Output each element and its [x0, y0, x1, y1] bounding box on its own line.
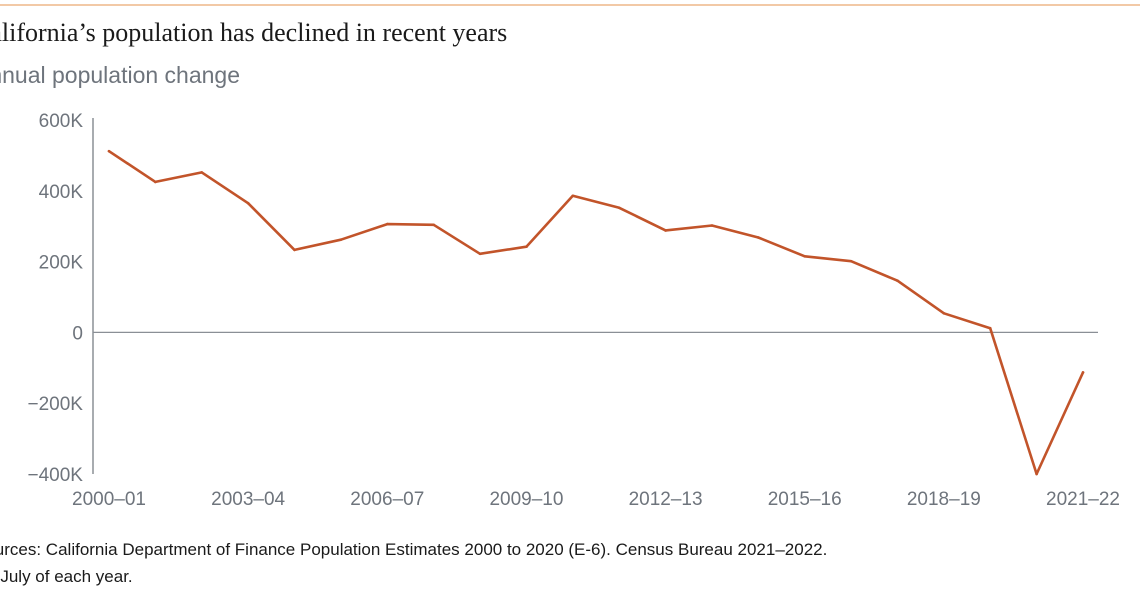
data-point — [664, 229, 667, 232]
x-tick-label: 2018–19 — [907, 489, 981, 510]
footnote: Note: July of each year. — [0, 567, 133, 586]
data-point — [478, 252, 482, 256]
data-point — [107, 149, 111, 153]
sources-note: Sources: California Department of Financ… — [0, 540, 828, 559]
top-accent-rule — [0, 4, 1140, 6]
data-point — [246, 201, 250, 205]
x-tick-label: 2009–10 — [489, 489, 563, 510]
data-point — [1081, 371, 1085, 374]
x-tick-label: 2021–22 — [1046, 489, 1120, 510]
data-point — [200, 171, 204, 174]
data-point — [339, 238, 343, 241]
data-point — [293, 248, 296, 252]
y-tick-label: 200K — [39, 253, 84, 274]
x-tick-label: 2006–07 — [350, 489, 424, 510]
data-point — [988, 326, 992, 330]
data-point — [525, 245, 528, 249]
data-point — [385, 222, 389, 226]
series-line — [107, 149, 1085, 476]
y-tick-label: 0 — [72, 323, 83, 344]
data-point — [1035, 472, 1038, 476]
data-point — [803, 254, 807, 258]
data-point — [617, 206, 621, 210]
data-point — [757, 236, 760, 239]
x-tick-label: 2015–16 — [768, 489, 842, 510]
y-tick-label: −400K — [28, 465, 84, 486]
y-tick-label: 400K — [39, 182, 84, 203]
y-tick-label: 600K — [39, 111, 84, 132]
x-tick-label: 2000–01 — [72, 489, 146, 510]
data-point — [710, 224, 714, 227]
chart-title: California’s population has declined in … — [0, 18, 508, 47]
data-point — [942, 311, 946, 315]
data-point — [154, 180, 157, 184]
x-tick-label: 2012–13 — [629, 489, 703, 510]
data-point — [849, 259, 853, 263]
data-point — [571, 194, 575, 198]
y-tick-label: −200K — [28, 394, 84, 415]
data-point — [432, 223, 435, 227]
chart-subtitle: Annual population change — [0, 62, 241, 88]
x-tick-label: 2003–04 — [211, 489, 285, 510]
data-point — [896, 279, 899, 283]
